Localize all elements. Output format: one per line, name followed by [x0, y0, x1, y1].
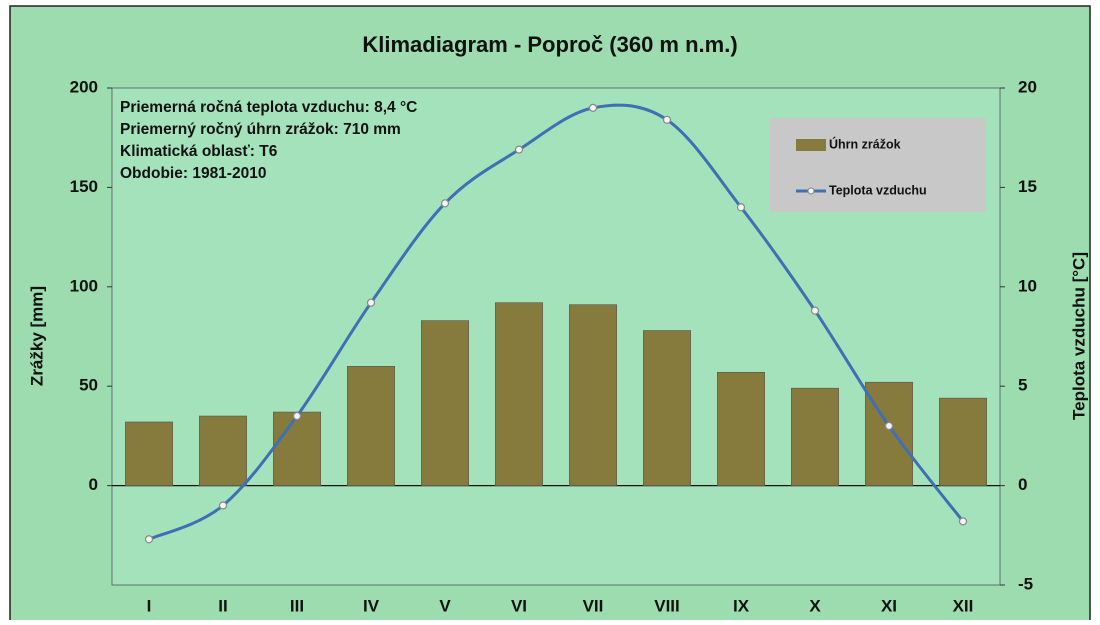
line-marker	[218, 501, 228, 510]
bar	[273, 411, 321, 486]
x-tick-label: X	[809, 596, 821, 615]
line-marker	[292, 411, 302, 421]
line-marker	[884, 421, 894, 431]
legend-swatch	[796, 139, 826, 151]
y2-tick-label: -5	[1018, 574, 1033, 593]
bar	[791, 387, 839, 486]
bar	[717, 371, 765, 486]
line-marker	[662, 115, 672, 124]
y2-tick-label: 10	[1018, 276, 1037, 295]
bar	[199, 415, 247, 486]
line-marker	[366, 298, 376, 307]
y-tick-label: 100	[70, 276, 98, 295]
y-tick-label: 0	[89, 475, 98, 494]
x-tick-label: VIII	[654, 596, 680, 615]
y-tick-label: 200	[70, 77, 98, 96]
y2-axis-label: Teplota vzduchu [°C]	[1069, 252, 1088, 420]
line-marker	[958, 517, 968, 526]
y-tick-label: 150	[70, 177, 98, 196]
legend-box	[770, 118, 986, 212]
line-marker	[144, 535, 154, 544]
x-tick-label: VII	[583, 596, 604, 615]
line-marker	[440, 199, 450, 208]
x-tick-label: II	[218, 596, 227, 615]
y-axis-label: Zrážky [mm]	[27, 286, 46, 386]
y2-tick-label: 15	[1018, 177, 1037, 196]
legend-label: Teplota vzduchu	[829, 183, 927, 197]
chart-title: Klimadiagram - Poproč (360 m n.m.)	[362, 32, 737, 57]
y2-tick-label: 0	[1018, 475, 1027, 494]
legend-label: Úhrn zrážok	[829, 136, 901, 151]
bar	[495, 302, 543, 486]
x-tick-label: XI	[881, 596, 897, 615]
annotation: Priemerná ročná teplota vzduchu: 8,4 °C	[120, 99, 417, 116]
annotation: Klimatická oblasť: T6	[120, 143, 278, 160]
line-marker	[588, 103, 598, 112]
bar	[125, 421, 173, 486]
bar	[643, 330, 691, 486]
x-tick-label: III	[290, 596, 304, 615]
y-tick-label: 50	[79, 376, 98, 395]
line-marker	[810, 306, 820, 315]
x-tick-label: VI	[511, 596, 527, 615]
y2-tick-label: 5	[1018, 376, 1027, 395]
x-tick-label: IX	[733, 596, 750, 615]
bar	[347, 366, 395, 486]
annotation: Priemerný ročný úhrn zrážok: 710 mm	[120, 121, 401, 138]
y2-tick-label: 20	[1018, 77, 1037, 96]
line-marker	[736, 203, 746, 212]
bar	[569, 304, 617, 486]
x-tick-label: XII	[953, 596, 974, 615]
bar	[421, 320, 469, 486]
x-tick-label: V	[439, 596, 451, 615]
x-tick-label: IV	[363, 596, 380, 615]
x-tick-label: I	[147, 596, 152, 615]
bar	[939, 397, 987, 486]
legend-marker	[807, 187, 815, 195]
line-marker	[514, 145, 524, 154]
bar	[865, 381, 913, 486]
annotation: Obdobie: 1981-2010	[120, 165, 266, 182]
